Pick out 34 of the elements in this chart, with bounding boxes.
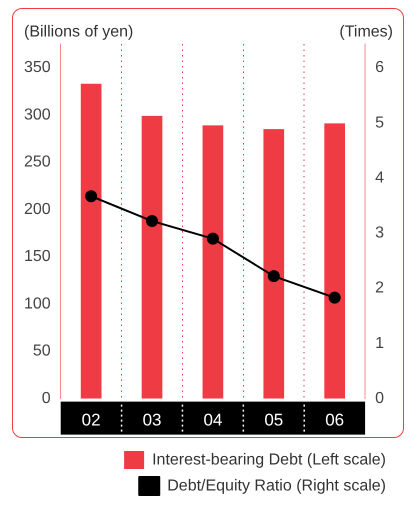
y-axis-title: (Billions of yen) [24, 23, 134, 40]
bar [263, 129, 284, 399]
y2-tick-label: 5 [375, 114, 384, 132]
y2-axis-title: (Times) [339, 23, 393, 40]
y-tick-label: 150 [24, 248, 51, 266]
x-tick-label: 02 [82, 410, 101, 430]
x-tick-label: 06 [325, 410, 344, 430]
y-tick-label: 250 [24, 154, 51, 171]
y-tick-label: 300 [24, 106, 51, 124]
y2-tick-label: 4 [375, 169, 384, 186]
x-tick-label: 03 [142, 410, 162, 430]
y2-tick-label: 1 [375, 334, 384, 352]
x-tick-label: 04 [203, 410, 222, 430]
y-tick-label: 100 [24, 295, 51, 312]
y-tick-label: 350 [24, 59, 51, 76]
y-tick-label: 50 [32, 342, 51, 360]
point [206, 232, 219, 245]
bar [202, 125, 224, 399]
bar [80, 84, 102, 399]
point [146, 215, 158, 228]
y2-tick-label: 3 [375, 224, 384, 242]
y2-tick-label: 6 [375, 59, 384, 76]
point [85, 190, 98, 202]
y2-tick-label: 0 [375, 390, 384, 408]
legend-label: Interest-bearing Debt (Left scale) [152, 451, 386, 468]
y-tick-label: 200 [24, 200, 51, 218]
bar [142, 116, 162, 399]
point [268, 270, 280, 282]
y-tick-label: 0 [42, 390, 51, 408]
point [328, 292, 341, 304]
x-tick-label: 05 [264, 410, 284, 430]
legend-label: Debt/Equity Ratio (Right scale) [167, 477, 386, 494]
y2-tick-label: 2 [375, 280, 384, 297]
bar [324, 123, 346, 399]
